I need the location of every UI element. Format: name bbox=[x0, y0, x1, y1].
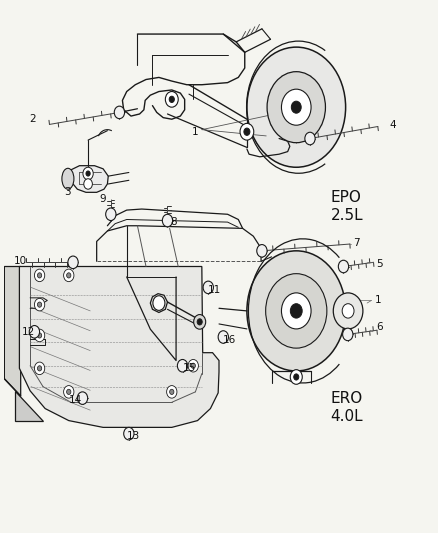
Text: EPO
2.5L: EPO 2.5L bbox=[331, 190, 363, 223]
Polygon shape bbox=[150, 294, 167, 312]
Circle shape bbox=[290, 304, 302, 318]
Circle shape bbox=[338, 260, 349, 273]
Circle shape bbox=[188, 359, 198, 372]
Circle shape bbox=[37, 302, 42, 307]
Circle shape bbox=[29, 326, 39, 338]
Text: 8: 8 bbox=[171, 217, 177, 227]
Ellipse shape bbox=[62, 168, 74, 189]
Circle shape bbox=[169, 96, 174, 102]
Circle shape bbox=[83, 167, 93, 180]
Circle shape bbox=[342, 304, 354, 318]
Text: 15: 15 bbox=[182, 364, 196, 373]
Circle shape bbox=[194, 314, 206, 329]
Circle shape bbox=[35, 329, 45, 342]
Circle shape bbox=[78, 392, 88, 405]
Circle shape bbox=[114, 106, 124, 119]
Circle shape bbox=[294, 374, 299, 380]
Text: 11: 11 bbox=[208, 285, 221, 295]
Circle shape bbox=[64, 269, 74, 281]
Text: 6: 6 bbox=[377, 321, 383, 332]
Circle shape bbox=[35, 362, 45, 375]
Circle shape bbox=[282, 293, 311, 329]
Circle shape bbox=[37, 273, 42, 278]
Circle shape bbox=[124, 427, 134, 440]
Text: ERO
4.0L: ERO 4.0L bbox=[331, 391, 363, 424]
Circle shape bbox=[64, 385, 74, 398]
Circle shape bbox=[282, 89, 311, 125]
Polygon shape bbox=[15, 391, 43, 421]
Circle shape bbox=[267, 71, 325, 143]
Circle shape bbox=[162, 214, 173, 227]
Circle shape bbox=[218, 331, 229, 343]
Circle shape bbox=[166, 92, 178, 107]
Circle shape bbox=[290, 370, 302, 384]
Circle shape bbox=[266, 273, 327, 348]
Circle shape bbox=[257, 245, 267, 257]
Text: 4: 4 bbox=[389, 120, 396, 131]
Circle shape bbox=[343, 328, 353, 341]
Circle shape bbox=[67, 273, 71, 278]
Circle shape bbox=[247, 251, 346, 371]
Circle shape bbox=[84, 179, 92, 189]
Circle shape bbox=[177, 359, 187, 372]
Circle shape bbox=[170, 389, 174, 394]
Circle shape bbox=[67, 389, 71, 394]
Text: 1: 1 bbox=[192, 127, 199, 138]
Text: 13: 13 bbox=[127, 431, 140, 441]
Circle shape bbox=[68, 256, 78, 269]
Text: 14: 14 bbox=[69, 395, 82, 405]
Circle shape bbox=[153, 296, 165, 310]
Circle shape bbox=[305, 132, 315, 145]
Circle shape bbox=[191, 363, 195, 368]
Circle shape bbox=[35, 298, 45, 311]
Circle shape bbox=[240, 123, 254, 140]
Text: 10: 10 bbox=[14, 256, 27, 266]
Circle shape bbox=[106, 208, 116, 221]
Circle shape bbox=[203, 281, 213, 294]
Text: 3: 3 bbox=[64, 187, 71, 197]
Circle shape bbox=[37, 333, 42, 338]
Circle shape bbox=[166, 385, 177, 398]
Circle shape bbox=[291, 101, 301, 113]
Text: 1: 1 bbox=[374, 295, 381, 305]
Text: 7: 7 bbox=[353, 238, 360, 248]
Circle shape bbox=[86, 171, 90, 176]
Polygon shape bbox=[71, 166, 108, 192]
Text: 12: 12 bbox=[21, 327, 35, 337]
Polygon shape bbox=[19, 266, 219, 427]
Circle shape bbox=[37, 366, 42, 371]
Circle shape bbox=[35, 269, 45, 281]
Text: 9: 9 bbox=[100, 193, 106, 204]
Polygon shape bbox=[4, 266, 21, 396]
Circle shape bbox=[247, 47, 346, 167]
Text: 16: 16 bbox=[223, 335, 237, 345]
Text: 5: 5 bbox=[377, 259, 383, 269]
Circle shape bbox=[244, 128, 250, 135]
Circle shape bbox=[197, 319, 202, 325]
Text: 2: 2 bbox=[29, 114, 35, 124]
Circle shape bbox=[333, 293, 363, 329]
